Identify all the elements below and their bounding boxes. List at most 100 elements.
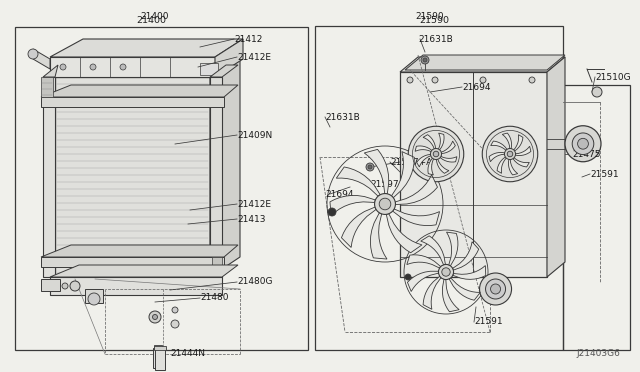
Circle shape xyxy=(592,87,602,97)
Polygon shape xyxy=(341,207,376,247)
Polygon shape xyxy=(439,156,457,162)
Text: 21412: 21412 xyxy=(234,35,262,44)
Polygon shape xyxy=(438,133,444,151)
Polygon shape xyxy=(547,57,565,277)
Text: 21400: 21400 xyxy=(141,12,169,20)
Circle shape xyxy=(577,138,588,149)
Bar xyxy=(41,257,224,267)
Circle shape xyxy=(479,273,511,305)
Bar xyxy=(153,348,163,368)
Polygon shape xyxy=(50,39,243,57)
Polygon shape xyxy=(408,271,438,292)
Circle shape xyxy=(423,58,427,62)
Bar xyxy=(154,346,166,350)
Polygon shape xyxy=(512,157,529,167)
Polygon shape xyxy=(453,266,486,279)
Bar xyxy=(85,289,103,303)
Polygon shape xyxy=(423,135,436,150)
Circle shape xyxy=(486,279,506,299)
Circle shape xyxy=(172,307,178,313)
Bar xyxy=(50,57,215,77)
Circle shape xyxy=(70,281,80,291)
Polygon shape xyxy=(489,153,506,162)
Circle shape xyxy=(490,284,500,294)
Circle shape xyxy=(565,126,601,162)
Polygon shape xyxy=(364,150,388,194)
Text: 21631B: 21631B xyxy=(418,35,452,44)
Polygon shape xyxy=(502,133,511,150)
Polygon shape xyxy=(210,65,238,77)
Circle shape xyxy=(431,148,442,160)
Circle shape xyxy=(120,64,126,70)
Polygon shape xyxy=(393,209,440,225)
Circle shape xyxy=(504,148,516,160)
Polygon shape xyxy=(210,57,240,277)
Polygon shape xyxy=(215,39,243,77)
Circle shape xyxy=(408,126,464,182)
Polygon shape xyxy=(400,57,565,72)
Polygon shape xyxy=(440,141,455,154)
Circle shape xyxy=(328,208,336,216)
Text: 21591: 21591 xyxy=(590,170,619,179)
Circle shape xyxy=(529,77,535,83)
Circle shape xyxy=(152,314,157,320)
Polygon shape xyxy=(43,65,58,77)
Polygon shape xyxy=(33,49,50,69)
Circle shape xyxy=(88,293,100,305)
Text: 21694: 21694 xyxy=(325,189,353,199)
Text: 21475: 21475 xyxy=(572,150,600,158)
Polygon shape xyxy=(436,158,449,173)
Text: 21413: 21413 xyxy=(237,215,266,224)
Polygon shape xyxy=(423,276,441,309)
Polygon shape xyxy=(491,141,508,151)
Polygon shape xyxy=(513,135,523,152)
Text: 21480G: 21480G xyxy=(237,278,273,286)
Circle shape xyxy=(60,64,66,70)
Circle shape xyxy=(28,49,38,59)
Polygon shape xyxy=(55,57,240,77)
Polygon shape xyxy=(371,213,387,259)
Text: 21480: 21480 xyxy=(200,294,228,302)
Polygon shape xyxy=(336,167,380,196)
Circle shape xyxy=(572,133,594,154)
Polygon shape xyxy=(452,242,479,270)
Text: 21590: 21590 xyxy=(416,12,444,20)
Circle shape xyxy=(171,320,179,328)
Polygon shape xyxy=(41,245,238,257)
Polygon shape xyxy=(41,279,60,291)
Polygon shape xyxy=(330,196,376,215)
Circle shape xyxy=(480,77,486,83)
Polygon shape xyxy=(392,151,414,198)
Bar xyxy=(50,277,222,295)
Bar xyxy=(41,97,224,107)
Text: 21591: 21591 xyxy=(474,317,502,327)
Circle shape xyxy=(438,264,454,280)
Polygon shape xyxy=(41,77,53,97)
Circle shape xyxy=(149,311,161,323)
Polygon shape xyxy=(407,255,441,268)
Polygon shape xyxy=(508,158,518,175)
Polygon shape xyxy=(387,214,422,253)
Text: J21403G6: J21403G6 xyxy=(576,350,620,359)
Polygon shape xyxy=(50,265,238,277)
Circle shape xyxy=(483,126,538,182)
Text: 21412E: 21412E xyxy=(237,199,271,208)
Circle shape xyxy=(433,151,439,157)
Polygon shape xyxy=(212,257,222,277)
Text: 21409N: 21409N xyxy=(237,131,272,140)
Polygon shape xyxy=(447,232,458,266)
Circle shape xyxy=(432,77,438,83)
Bar xyxy=(563,85,630,350)
Text: 21412E: 21412E xyxy=(237,52,271,61)
Circle shape xyxy=(442,268,450,276)
Text: 21631B: 21631B xyxy=(325,112,360,122)
Polygon shape xyxy=(396,175,438,205)
Polygon shape xyxy=(442,279,459,312)
Circle shape xyxy=(62,283,68,289)
Circle shape xyxy=(508,151,513,157)
Circle shape xyxy=(379,198,391,210)
Text: 21510G: 21510G xyxy=(595,73,630,81)
Bar xyxy=(200,63,218,75)
Text: 21694: 21694 xyxy=(462,83,490,92)
Bar xyxy=(400,72,547,277)
